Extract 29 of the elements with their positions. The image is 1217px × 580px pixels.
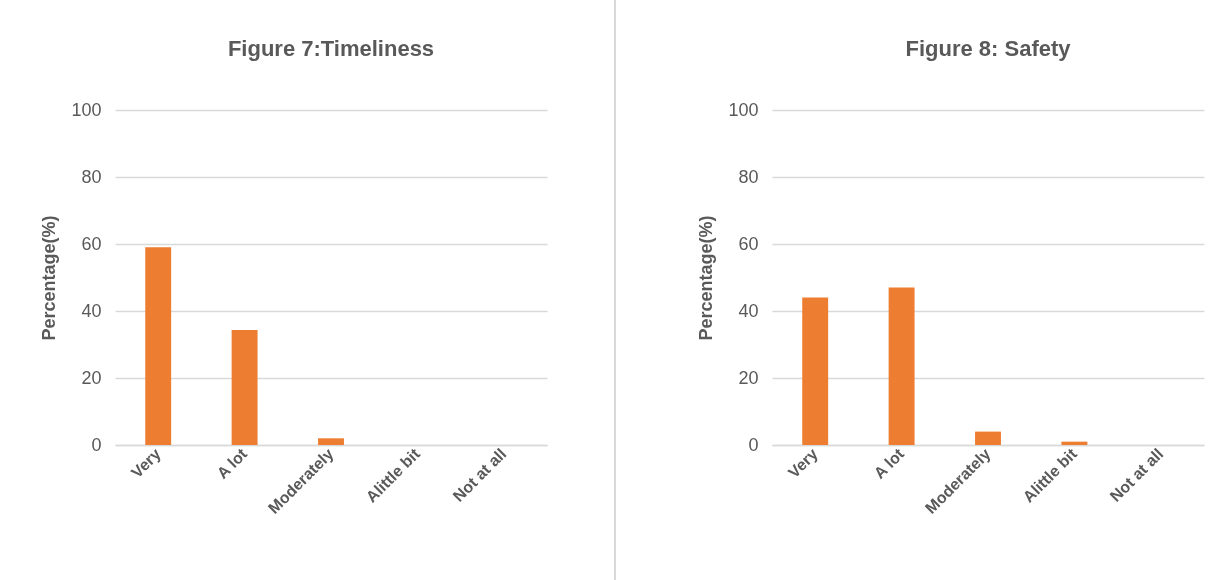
y-tick-label: 40 (738, 300, 759, 321)
x-tick-label: Not at all (449, 445, 510, 505)
x-tick-label: Very (784, 445, 821, 482)
bar (145, 247, 172, 445)
y-tick-label: 20 (738, 367, 759, 388)
bar (1061, 441, 1088, 445)
y-tick-label: 100 (71, 99, 102, 120)
y-tick-label: 60 (738, 233, 759, 254)
y-tick-label: 0 (748, 434, 759, 455)
x-tick-label: A lot (213, 444, 251, 482)
bar (975, 431, 1001, 445)
y-tick-label: 80 (738, 166, 759, 187)
y-axis-title: Percentage(%) (696, 215, 717, 341)
y-tick-label: 100 (728, 99, 759, 120)
y-tick-label: 80 (81, 166, 102, 187)
bar (231, 330, 258, 445)
x-tick-label: Very (127, 445, 164, 482)
bar (888, 287, 915, 445)
y-axis-title: Percentage(%) (39, 215, 60, 341)
y-tick-label: 40 (81, 300, 102, 321)
chart-title: Figure 8: Safety (905, 36, 1072, 61)
bar (318, 438, 344, 445)
chart-title: Figure 7:Timeliness (227, 36, 435, 61)
y-tick-label: 20 (81, 367, 102, 388)
y-tick-label: 60 (81, 233, 102, 254)
x-tick-label: A lot (870, 444, 908, 482)
bar (802, 297, 829, 445)
y-tick-label: 0 (91, 434, 102, 455)
x-tick-label: Not at all (1106, 445, 1167, 505)
